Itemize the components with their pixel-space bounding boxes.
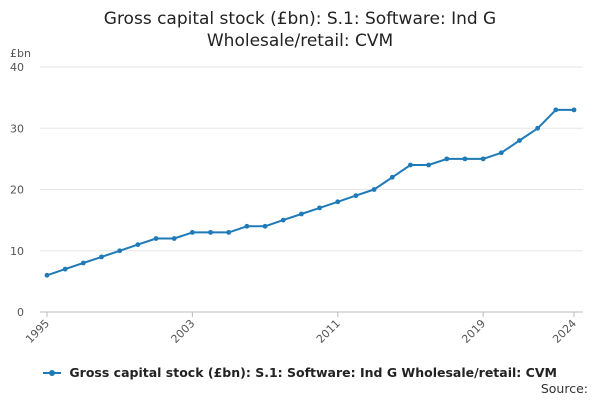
- x-tick-label: 2024: [550, 317, 579, 346]
- y-tick-label: 20: [10, 184, 24, 197]
- data-point: [426, 162, 432, 168]
- data-point: [371, 187, 377, 192]
- y-tick-label: 30: [10, 122, 24, 135]
- chart-title-line-1: Gross capital stock (£bn): S.1: Software…: [103, 9, 497, 29]
- data-point: [462, 156, 468, 162]
- data-point: [262, 223, 268, 229]
- data-point: [44, 272, 50, 278]
- data-point: [226, 229, 232, 235]
- data-point: [135, 242, 141, 248]
- legend-marker-icon: [49, 369, 56, 376]
- chart-title-line-2: Wholesale/retail: CVM: [206, 31, 394, 51]
- chart-title: Gross capital stock (£bn): S.1: Software…: [0, 8, 600, 52]
- y-tick-label: 40: [10, 61, 24, 74]
- data-point: [299, 211, 304, 217]
- data-point: [353, 193, 359, 199]
- data-point: [498, 150, 504, 156]
- data-point: [171, 236, 177, 241]
- data-point: [117, 248, 123, 254]
- y-axis-label: £bn: [10, 47, 31, 60]
- legend-swatch: [43, 369, 62, 376]
- source-label: Source:: [540, 381, 588, 396]
- data-point: [444, 156, 450, 162]
- data-point: [99, 254, 104, 260]
- data-point: [571, 107, 577, 113]
- data-point: [280, 217, 286, 223]
- data-point: [189, 229, 195, 235]
- data-point: [80, 260, 86, 266]
- data-point: [62, 266, 68, 272]
- legend-label: Gross capital stock (£bn): S.1: Software…: [69, 365, 557, 380]
- x-tick-label: 2019: [459, 317, 488, 346]
- data-point: [335, 199, 341, 205]
- data-point: [153, 236, 159, 241]
- y-tick-label: 10: [10, 245, 24, 258]
- data-point: [244, 223, 250, 229]
- x-tick-label: 2003: [169, 317, 198, 346]
- data-point: [553, 107, 559, 113]
- data-point: [535, 125, 541, 131]
- data-point: [208, 229, 213, 235]
- data-point: [389, 174, 395, 180]
- data-point: [480, 156, 486, 162]
- x-tick-label: 2011: [314, 317, 343, 346]
- data-point: [517, 138, 522, 143]
- series-line: [46, 108, 574, 277]
- legend[interactable]: Gross capital stock (£bn): S.1: Software…: [0, 365, 600, 380]
- data-point: [317, 205, 322, 211]
- x-tick-label: 1995: [23, 317, 52, 346]
- y-tick-label: 0: [17, 306, 24, 319]
- data-point: [408, 162, 413, 168]
